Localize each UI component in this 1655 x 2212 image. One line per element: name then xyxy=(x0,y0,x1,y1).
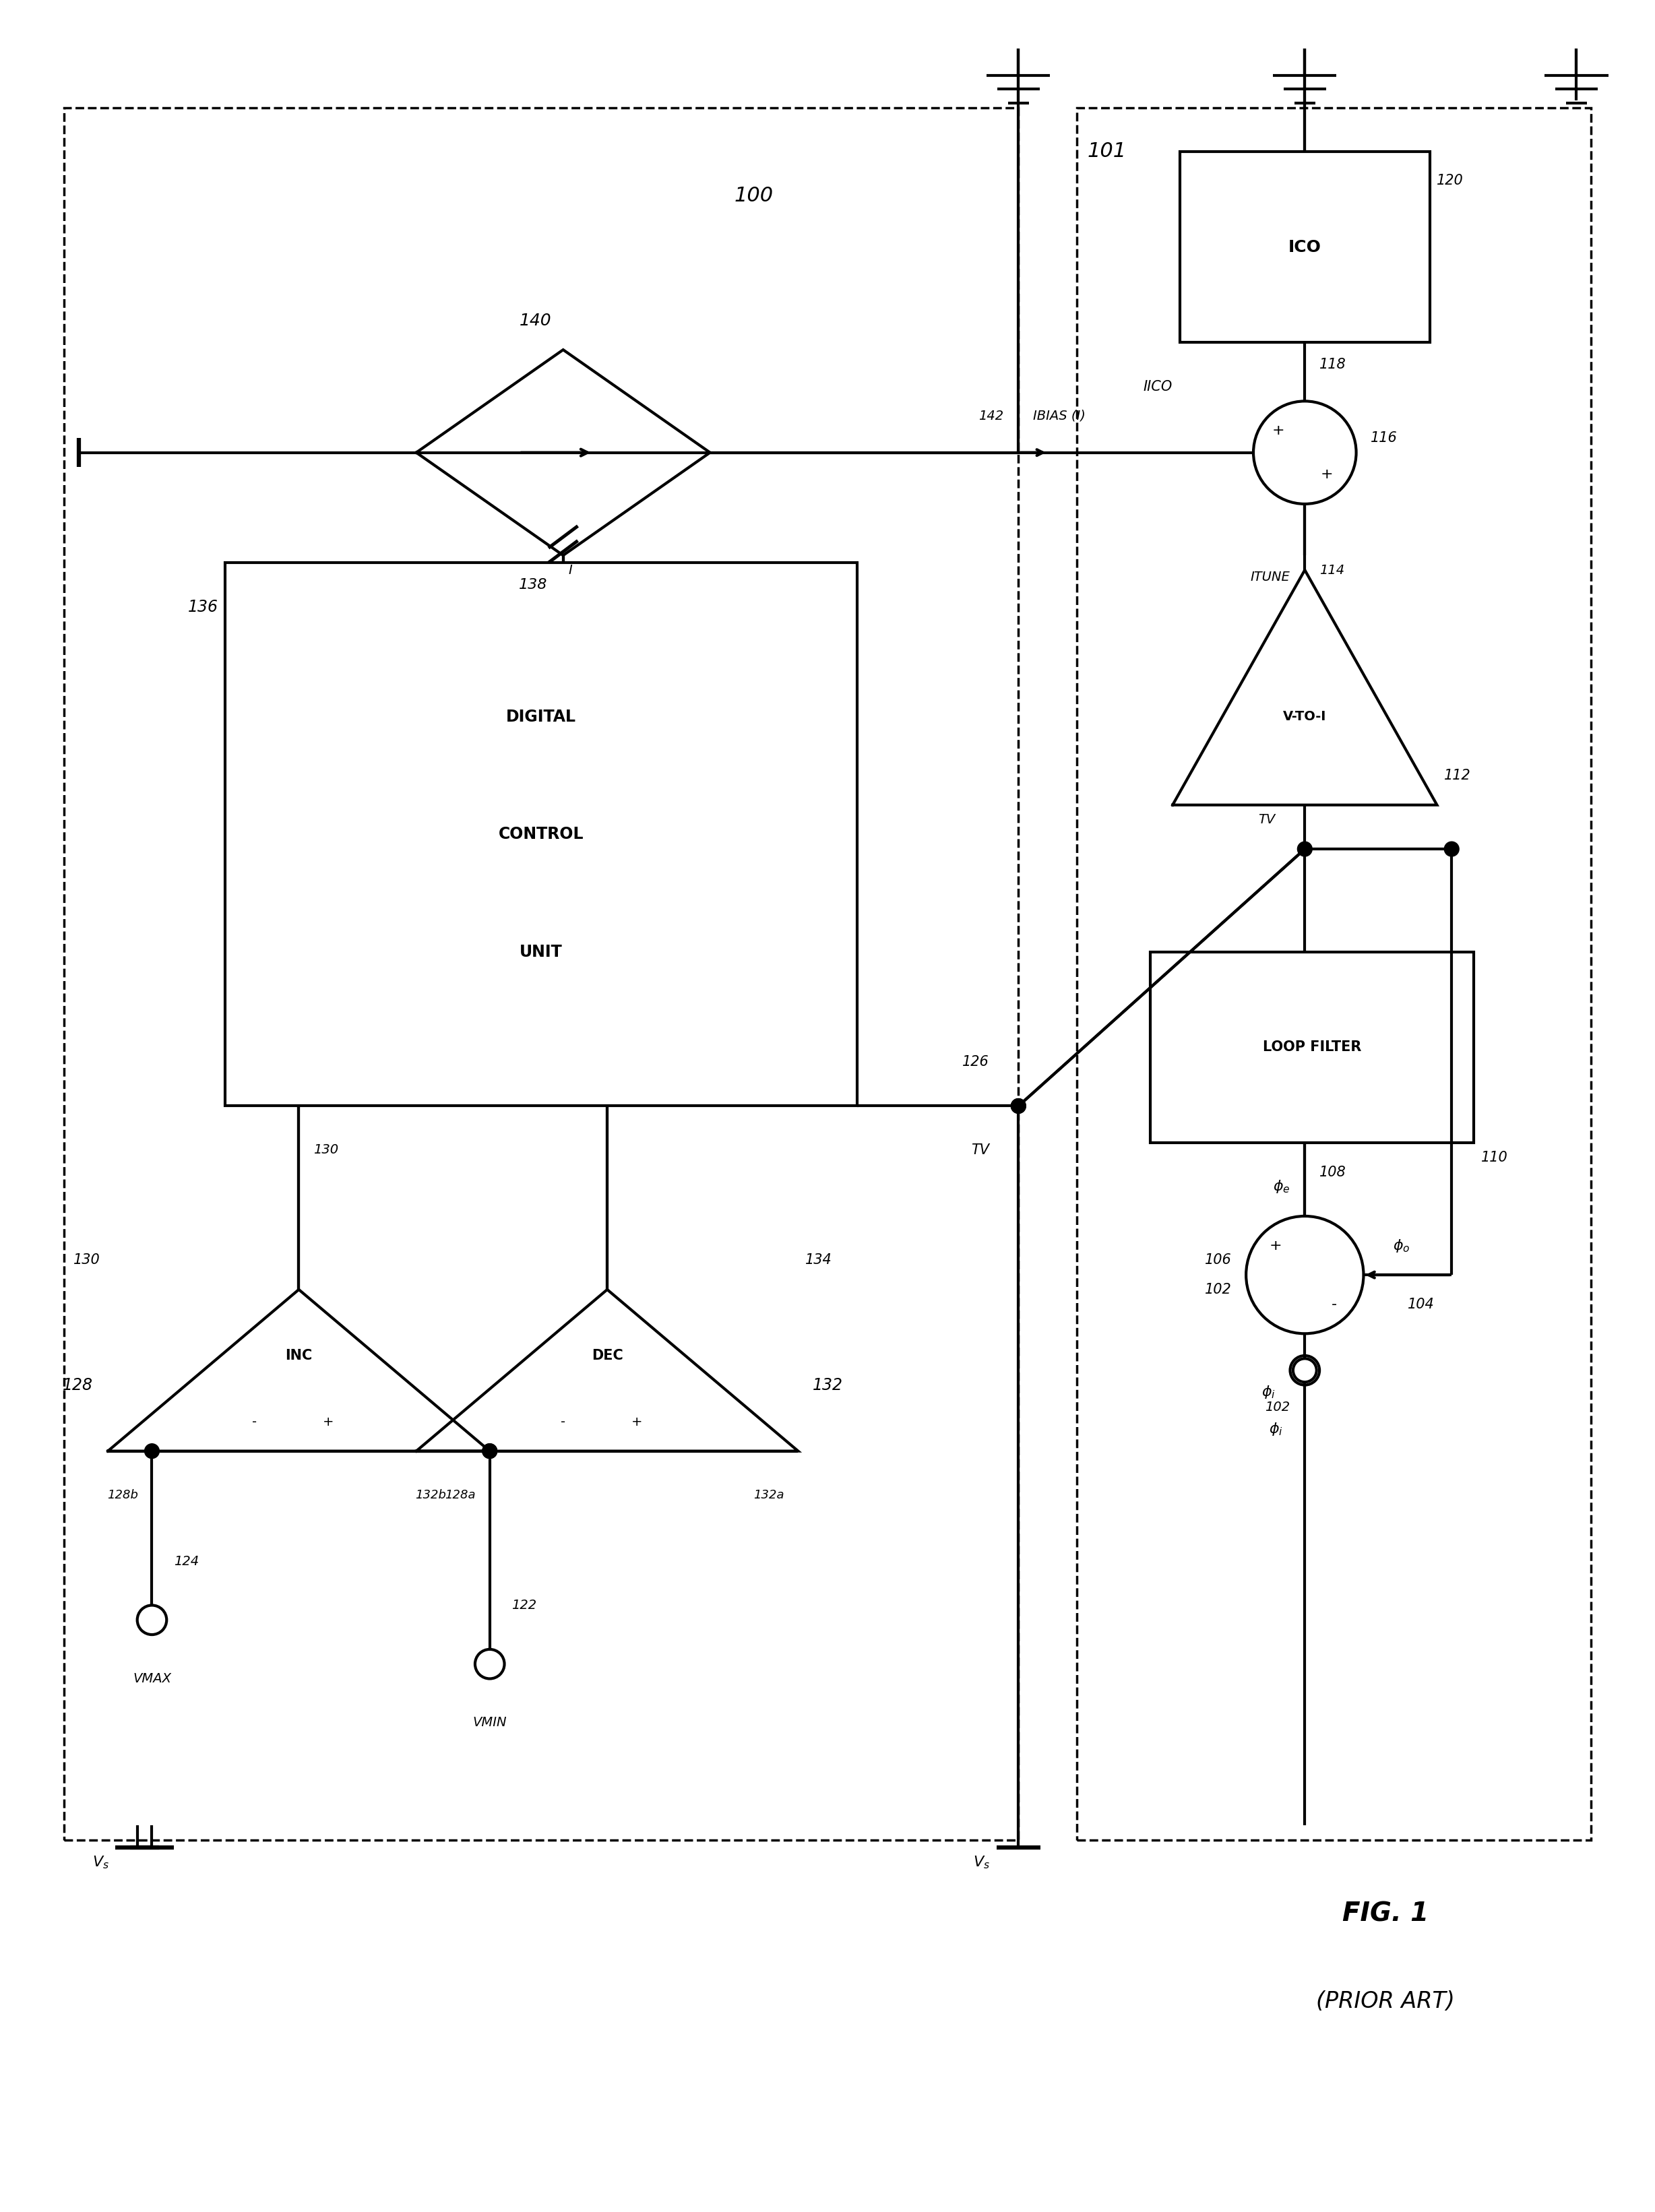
Circle shape xyxy=(1011,1099,1026,1113)
Text: 132a: 132a xyxy=(753,1489,784,1502)
Circle shape xyxy=(482,1444,496,1458)
Text: FIG. 1: FIG. 1 xyxy=(1342,1900,1428,1927)
Circle shape xyxy=(482,1444,496,1458)
Text: DIGITAL: DIGITAL xyxy=(506,708,576,726)
Text: ITUNE: ITUNE xyxy=(1251,571,1291,584)
Text: 114: 114 xyxy=(1319,564,1344,577)
Text: 132: 132 xyxy=(813,1376,842,1394)
Text: 102: 102 xyxy=(1205,1283,1231,1296)
Text: 142: 142 xyxy=(978,409,1003,422)
Text: $\phi_i$: $\phi_i$ xyxy=(1261,1385,1276,1400)
Text: +: + xyxy=(1273,425,1284,438)
Text: -: - xyxy=(1331,1298,1337,1312)
Text: +: + xyxy=(631,1416,642,1429)
Text: 112: 112 xyxy=(1445,770,1471,783)
Bar xyxy=(65,108,1018,1840)
Text: VMIN: VMIN xyxy=(473,1717,506,1730)
Text: DEC: DEC xyxy=(591,1349,622,1363)
Text: 130: 130 xyxy=(313,1144,339,1157)
Text: 128: 128 xyxy=(63,1376,93,1394)
Text: 136: 136 xyxy=(187,599,218,615)
Text: 118: 118 xyxy=(1319,358,1346,372)
Circle shape xyxy=(144,1444,159,1458)
Circle shape xyxy=(1445,843,1460,856)
Text: 100: 100 xyxy=(735,186,773,206)
Text: TV: TV xyxy=(1258,814,1276,825)
Text: 102: 102 xyxy=(1264,1400,1291,1413)
Text: 138: 138 xyxy=(520,577,548,591)
Text: (PRIOR ART): (PRIOR ART) xyxy=(1316,1991,1455,2013)
Text: +: + xyxy=(1321,469,1334,482)
Text: $V_s$: $V_s$ xyxy=(93,1854,109,1869)
Text: 126: 126 xyxy=(962,1055,990,1068)
Text: 110: 110 xyxy=(1481,1150,1508,1164)
Text: UNIT: UNIT xyxy=(520,945,563,960)
Bar xyxy=(225,562,857,1106)
Text: 106: 106 xyxy=(1205,1254,1231,1267)
Text: 108: 108 xyxy=(1319,1166,1346,1179)
Text: $\phi_o$: $\phi_o$ xyxy=(1394,1237,1410,1254)
Text: 124: 124 xyxy=(174,1555,199,1568)
Text: 140: 140 xyxy=(520,312,551,327)
Text: 134: 134 xyxy=(806,1254,832,1267)
Bar xyxy=(1180,150,1430,343)
Bar xyxy=(1150,951,1473,1144)
Text: -: - xyxy=(252,1416,257,1429)
Text: 130: 130 xyxy=(74,1254,101,1267)
Text: 132b: 132b xyxy=(415,1489,447,1502)
Text: 128a: 128a xyxy=(445,1489,475,1502)
Text: CONTROL: CONTROL xyxy=(498,827,584,843)
Text: I: I xyxy=(569,564,573,577)
Text: VMAX: VMAX xyxy=(132,1672,170,1686)
Text: $\phi_e$: $\phi_e$ xyxy=(1273,1179,1291,1194)
Text: 120: 120 xyxy=(1437,175,1463,188)
Text: +: + xyxy=(1269,1239,1281,1252)
Text: $\phi_i$: $\phi_i$ xyxy=(1269,1420,1283,1438)
Text: INC: INC xyxy=(285,1349,313,1363)
Text: 104: 104 xyxy=(1408,1298,1435,1312)
Text: IBIAS (I): IBIAS (I) xyxy=(1033,409,1086,422)
Text: IICO: IICO xyxy=(1144,380,1173,394)
Text: TV: TV xyxy=(971,1144,990,1157)
Text: +: + xyxy=(323,1416,334,1429)
Text: $V_s$: $V_s$ xyxy=(973,1854,990,1869)
Text: V-TO-I: V-TO-I xyxy=(1283,710,1327,723)
Circle shape xyxy=(1011,1099,1026,1113)
Text: 116: 116 xyxy=(1370,431,1398,445)
Text: 128b: 128b xyxy=(108,1489,137,1502)
Text: -: - xyxy=(561,1416,566,1429)
Bar xyxy=(1077,108,1590,1840)
Text: ICO: ICO xyxy=(1288,239,1321,254)
Text: LOOP FILTER: LOOP FILTER xyxy=(1263,1040,1362,1053)
Text: 101: 101 xyxy=(1087,142,1125,161)
Text: 122: 122 xyxy=(511,1599,536,1613)
Circle shape xyxy=(1298,843,1312,856)
